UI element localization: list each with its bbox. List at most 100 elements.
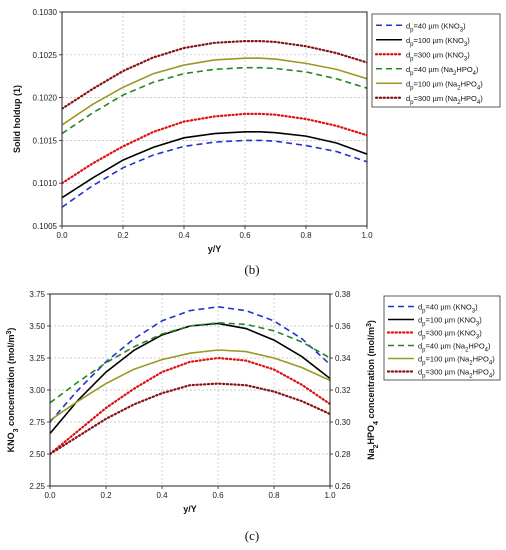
legend-label-2: dp=300 µm (KNO3) — [418, 329, 482, 341]
series-line-3 — [62, 66, 367, 135]
text-span: d — [406, 94, 410, 103]
series-line-4 — [62, 57, 367, 126]
y2-tick-label: 0.38 — [335, 290, 351, 299]
series-line-5 — [62, 40, 367, 110]
x-tick-label: 1.0 — [361, 231, 373, 240]
x-axis-title: y/Y — [183, 504, 197, 514]
text-span: ) — [479, 329, 482, 338]
text-span: p — [410, 42, 414, 48]
text-span: HPO — [456, 65, 472, 74]
y-tick-label: 0.1010 — [33, 179, 58, 188]
text-span: ) — [463, 21, 466, 30]
x-tick-label: 0.4 — [156, 491, 168, 500]
y-tick-label: 0.1020 — [33, 94, 58, 103]
text-span: concentration (mol/m — [366, 327, 376, 421]
y-tick-label: 0.1005 — [33, 222, 58, 231]
y-tick-label: 2.75 — [29, 418, 45, 427]
series-line-1 — [50, 322, 330, 435]
text-span: =40 µm (KNO — [414, 21, 460, 30]
text-span: ) — [480, 94, 483, 103]
x-tick-label: 0.8 — [268, 491, 280, 500]
text-span: p — [410, 27, 414, 33]
text-span: 2 — [469, 374, 473, 380]
text-span: HPO — [473, 368, 489, 377]
series-line-0 — [62, 139, 367, 208]
x-tick-label: 0.6 — [212, 491, 224, 500]
legend-label-3: dp=40 µm (Na2HPO4) — [406, 65, 479, 77]
text-span: ) — [488, 342, 491, 351]
text-span: d — [418, 355, 422, 364]
y-tick-label: 2.25 — [29, 482, 45, 491]
text-span: =300 µm (Na — [426, 368, 471, 377]
series-line-3 — [50, 321, 330, 404]
chart-panel-c: 0.0 0.2 0.4 0.6 0.8 1.0 2.25 2.50 2.75 3.00 3.25 3.… — [6, 290, 501, 543]
x-tick-label: 0.6 — [239, 231, 251, 240]
legend-label-0: dp=40 µm (KNO3) — [406, 21, 466, 33]
text-span: 3 — [460, 27, 464, 33]
text-span: d — [418, 368, 422, 377]
text-span: d — [406, 21, 410, 30]
text-span: 4 — [373, 421, 380, 425]
text-span: 4 — [477, 100, 481, 106]
legend-label-1: dp=100 µm (KNO3) — [418, 316, 482, 328]
text-span: ) — [476, 65, 479, 74]
text-span: 3 — [476, 335, 480, 341]
text-span: =100 µm (Na — [414, 79, 459, 88]
y-tick-label: 3.00 — [29, 386, 45, 395]
text-span: ) — [6, 328, 16, 331]
x-tick-label: 0.4 — [178, 231, 190, 240]
series-line-0 — [50, 305, 330, 423]
x-tick-label: 0.2 — [100, 491, 112, 500]
y2-tick-label: 0.34 — [335, 354, 351, 363]
text-span: p — [422, 322, 426, 328]
series-line-1 — [62, 131, 367, 199]
text-span: =300 µm (KNO — [414, 50, 465, 59]
text-span: =100 µm (KNO — [414, 36, 465, 45]
legend-box — [371, 13, 501, 108]
x-tick-label: 1.0 — [324, 491, 336, 500]
y-tick-label: 3.75 — [29, 290, 45, 299]
x-tick-label: 0.0 — [56, 231, 68, 240]
panel-caption: (c) — [245, 528, 259, 543]
plot-frame — [61, 11, 368, 227]
panel-caption: (b) — [244, 262, 259, 277]
text-span: d — [418, 303, 422, 312]
text-span: concentration (mol/m — [6, 334, 16, 428]
text-span: ) — [492, 355, 495, 364]
y2-axis-title: Na2HPO4 concentration (mol/m3) — [366, 320, 380, 460]
text-span: 3 — [366, 323, 373, 327]
text-span: 3 — [6, 330, 13, 334]
text-span: ) — [492, 368, 495, 377]
text-span: p — [422, 348, 426, 354]
text-span: 4 — [489, 374, 493, 380]
text-span: 2 — [465, 348, 469, 354]
text-span: d — [406, 65, 410, 74]
x-tick-label: 0.0 — [44, 491, 56, 500]
text-span: d — [418, 329, 422, 338]
series-line-2 — [50, 356, 330, 456]
series-line-2 — [62, 112, 367, 185]
series-line-4 — [50, 349, 330, 422]
legend-box — [383, 295, 501, 381]
y-tick-label: 2.50 — [29, 450, 45, 459]
text-span: =300 µm (Na — [414, 94, 459, 103]
text-span: ) — [366, 320, 376, 323]
legend-label-3: dp=40 µm (Na2HPO4) — [418, 342, 491, 354]
legend-label-1: dp=100 µm (KNO3) — [406, 36, 470, 48]
text-span: d — [406, 36, 410, 45]
text-span: 3 — [464, 42, 468, 48]
series-line-5 — [50, 382, 330, 456]
x-tick-label: 0.8 — [300, 231, 312, 240]
x-axis-title: y/Y — [208, 244, 222, 254]
text-span: p — [422, 309, 426, 315]
text-span: d — [418, 342, 422, 351]
text-span: Na — [366, 447, 376, 459]
y2-tick-label: 0.28 — [335, 450, 351, 459]
text-span: ) — [467, 36, 470, 45]
text-span: p — [410, 100, 414, 106]
y-tick-label: 3.25 — [29, 354, 45, 363]
text-span: d — [418, 316, 422, 325]
y-axis-title: KNO3 concentration (mol/m3) — [6, 328, 20, 453]
y-tick-label: 3.50 — [29, 322, 45, 331]
y2-tick-label: 0.32 — [335, 386, 351, 395]
